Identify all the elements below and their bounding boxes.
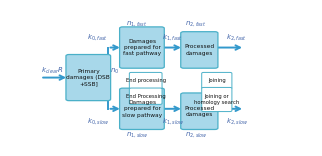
Text: Damages
prepared for
slow pathway: Damages prepared for slow pathway [122, 100, 162, 118]
Text: $n_0$: $n_0$ [109, 66, 119, 76]
Text: $n_{1,slow}$: $n_{1,slow}$ [126, 130, 149, 139]
Text: $k_{2,fast}$: $k_{2,fast}$ [226, 32, 247, 42]
FancyBboxPatch shape [119, 88, 164, 129]
Text: $n_{2,fast}$: $n_{2,fast}$ [185, 19, 206, 28]
FancyBboxPatch shape [66, 54, 111, 101]
Text: $k_{2,slow}$: $k_{2,slow}$ [226, 116, 249, 126]
Text: $k_{0,fast}$: $k_{0,fast}$ [87, 32, 108, 42]
Text: Joining: Joining [208, 78, 226, 83]
Text: $k_{1,slow}$: $k_{1,slow}$ [162, 116, 185, 126]
Text: End processing: End processing [126, 78, 166, 83]
Text: End Processing: End Processing [126, 94, 166, 99]
Text: Damages
prepared for
fast pathway: Damages prepared for fast pathway [123, 39, 161, 56]
Text: Joining or
homology search: Joining or homology search [194, 94, 240, 105]
FancyBboxPatch shape [129, 72, 162, 89]
Text: $k_{clear}R$: $k_{clear}R$ [42, 66, 64, 76]
Text: $k_{1,fast}$: $k_{1,fast}$ [162, 32, 183, 42]
FancyBboxPatch shape [181, 93, 218, 129]
FancyBboxPatch shape [181, 32, 218, 68]
Text: Primary
damages (DSB
+SSB]: Primary damages (DSB +SSB] [66, 69, 110, 86]
FancyBboxPatch shape [119, 27, 164, 68]
FancyBboxPatch shape [202, 87, 232, 112]
Text: $k_{0,slow}$: $k_{0,slow}$ [87, 116, 110, 126]
FancyBboxPatch shape [129, 88, 162, 104]
Text: $n_{1,fast}$: $n_{1,fast}$ [126, 19, 148, 28]
Text: $n_{2,slow}$: $n_{2,slow}$ [185, 130, 208, 139]
Text: Processed
damages: Processed damages [184, 105, 214, 117]
FancyBboxPatch shape [202, 72, 232, 89]
Text: Processed
damages: Processed damages [184, 44, 214, 56]
